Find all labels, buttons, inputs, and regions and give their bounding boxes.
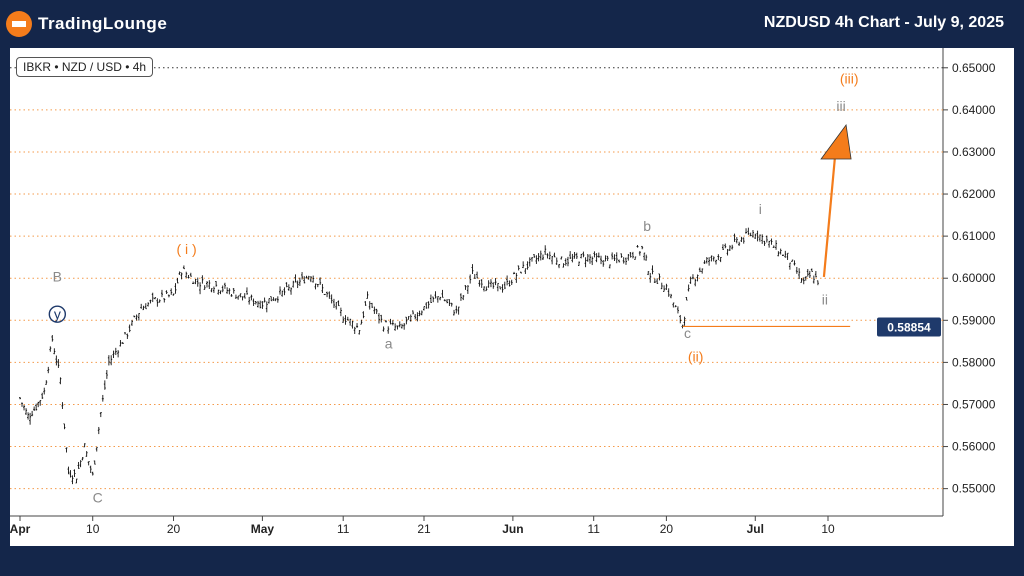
wave-label: B	[53, 268, 62, 284]
price-tag-box	[877, 317, 941, 337]
x-tick-label: Jul	[747, 522, 764, 536]
y-tick-label: 0.65000	[952, 61, 996, 75]
y-tick-label: 0.62000	[952, 187, 996, 201]
price-tag-label: 0.58854	[887, 320, 931, 334]
y-tick-label: 0.61000	[952, 229, 996, 243]
wave-label-circle	[48, 305, 67, 323]
logo-text: TradingLounge	[38, 14, 168, 33]
projection-arrow-shaft	[822, 144, 838, 278]
x-tick-label: 10	[86, 522, 100, 536]
y-tick-label: 0.60000	[952, 271, 996, 285]
logo-icon	[6, 11, 32, 37]
y-tick-label: 0.56000	[952, 440, 996, 454]
wave-label: c	[684, 325, 691, 341]
wave-label: ( i )	[176, 241, 196, 257]
y-tick-label: 0.55000	[952, 482, 996, 496]
symbol-label: IBKR • NZD / USD • 4h	[16, 57, 154, 77]
wave-label: a	[385, 336, 393, 352]
header-bar: TradingLounge NZDUSD 4h Chart - July 9, …	[0, 0, 1024, 48]
x-tick-label: 21	[417, 522, 431, 536]
x-tick-label: 11	[337, 522, 350, 536]
wave-label: ii	[822, 291, 828, 307]
wave-label: C	[93, 489, 103, 505]
x-tick-label: 20	[660, 522, 674, 536]
wave-label: b	[643, 218, 651, 234]
wave-label: (ii)	[688, 348, 704, 364]
wave-label: iii	[836, 98, 845, 114]
y-tick-label: 0.57000	[952, 397, 996, 411]
chart-title: NZDUSD 4h Chart - July 9, 2025	[763, 14, 1004, 31]
x-tick-label: 10	[821, 522, 835, 536]
x-tick-label: Jun	[502, 522, 523, 536]
wave-label: y	[54, 306, 61, 322]
y-tick-label: 0.59000	[952, 313, 996, 327]
y-tick-label: 0.63000	[952, 145, 996, 159]
x-tick-label: May	[251, 522, 275, 536]
x-tick-label: 11	[587, 522, 600, 536]
y-tick-label: 0.64000	[952, 103, 996, 117]
projection-arrow-head	[820, 123, 852, 160]
wave-label: (iii)	[840, 71, 859, 87]
x-tick-label: Apr	[10, 522, 31, 536]
brand-logo: TradingLounge	[6, 10, 167, 38]
x-tick-label: 20	[167, 522, 181, 536]
wave-label: i	[759, 201, 762, 217]
y-tick-label: 0.58000	[952, 355, 996, 369]
